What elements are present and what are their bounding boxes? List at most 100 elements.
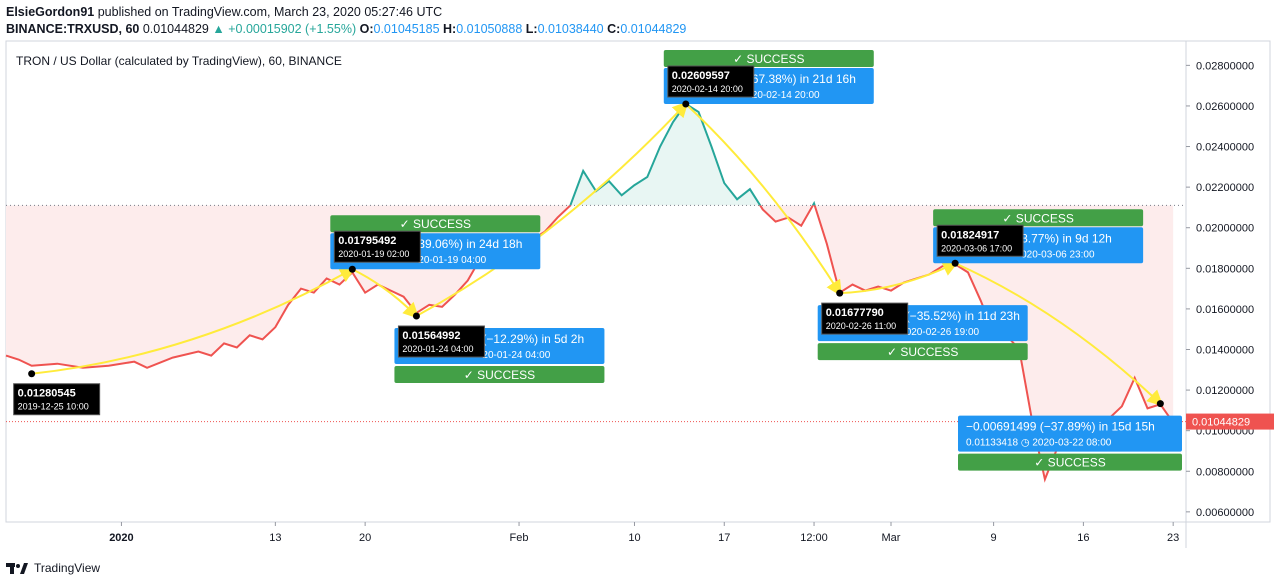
pivot-label: 0.02609597 2020-02-14 20:00: [667, 65, 755, 98]
x-tick-label: 17: [718, 532, 730, 544]
quote-line: BINANCE:TRXUSD, 60 0.01044829 ▲ +0.00015…: [6, 22, 686, 36]
stat-line-1: 8.77%) in 9d 12h: [1021, 231, 1112, 245]
success-badge: [330, 215, 541, 233]
pivot-price: 0.01677790: [826, 307, 884, 319]
pivot-label: 0.01795492 2020-01-19 02:00: [333, 230, 421, 263]
stat-line-2: 020-03-06 23:00: [1021, 249, 1095, 260]
wave-arrow: [31, 267, 356, 375]
pivot-price: 0.01824917: [941, 229, 999, 241]
success-badge: [958, 453, 1182, 471]
y-tick-label: 0.02400000: [1196, 142, 1254, 154]
stat-box: [958, 415, 1182, 452]
success-label: ✓ SUCCESS: [733, 52, 804, 66]
x-tick-label: 2020: [109, 532, 133, 544]
pivot-time: 2019-12-25 10:00: [18, 402, 89, 412]
stat-line-2: 0.01133418 ◷ 2020-03-22 08:00: [966, 438, 1112, 449]
y-tick-label: 0.00800000: [1196, 466, 1254, 478]
pivot-label-box: [333, 230, 421, 263]
stat-line-1: (−12.29%) in 5d 2h: [482, 332, 584, 346]
high-label: H:: [443, 22, 457, 36]
x-tick-label: 16: [1077, 532, 1089, 544]
wave-annotation: −0.00691499 (−37.89%) in 15d 15h 0.011334…: [958, 415, 1182, 471]
pivot-time: 2020-02-26 11:00: [826, 321, 896, 331]
success-label: ✓ SUCCESS: [1034, 456, 1105, 470]
tradingview-logo-icon: [6, 563, 28, 574]
y-tick-label: 0.02800000: [1196, 60, 1254, 72]
tradingview-logo[interactable]: TradingView: [6, 561, 100, 575]
pivot-price: 0.01280545: [18, 388, 76, 400]
success-badge: [394, 366, 605, 384]
fill-above-threshold: [6, 103, 1174, 206]
symbol-label: BINANCE:TRXUSD, 60: [6, 22, 140, 36]
stat-line-1: (−35.52%) in 11d 23h: [906, 309, 1020, 323]
published-text: published on TradingView.com, March 23, …: [97, 5, 443, 19]
x-tick-label: Feb: [510, 532, 529, 544]
price-line-above: [568, 102, 816, 206]
y-tick-label: 0.02000000: [1196, 223, 1254, 235]
pivot-label-box: [397, 325, 485, 358]
wave-arrow: [351, 268, 420, 319]
wave-arrow: [839, 261, 959, 295]
pivot-time: 2020-02-14 20:00: [672, 84, 743, 94]
tradingview-brand: TradingView: [34, 561, 101, 575]
stat-line-2: 20-01-24 04:00: [482, 350, 550, 361]
pivot-dot: [412, 312, 420, 320]
success-label: ✓ SUCCESS: [1002, 211, 1073, 225]
y-tick-label: 0.01200000: [1196, 385, 1254, 397]
y-tick-label: 0.02600000: [1196, 101, 1254, 113]
current-price-tag: [1186, 413, 1274, 430]
pivot-dot: [836, 289, 844, 297]
stat-line-1: 39.06%) in 24d 18h: [418, 237, 522, 251]
x-tick-label: 9: [991, 532, 997, 544]
pivot-time: 2020-01-24 04:00: [402, 344, 473, 354]
high-value: 0.01050888: [456, 22, 523, 36]
pivot-label-box: [821, 302, 909, 335]
pivot-price: 0.01564992: [402, 330, 460, 342]
low-label: L:: [525, 22, 538, 36]
pivot-dot: [1156, 400, 1164, 408]
fill-below-threshold: [6, 205, 1174, 480]
close-label: C:: [607, 22, 621, 36]
wave-arrow: [415, 101, 689, 317]
stat-line-1: 67.38%) in 21d 16h: [752, 72, 856, 86]
stat-line-2: 020-02-26 19:00: [906, 327, 980, 338]
success-badge: [663, 49, 874, 67]
wave-arrow: [685, 103, 842, 297]
x-tick-label: 13: [269, 532, 281, 544]
pivot-label: 0.01280545 2019-12-25 10:00: [13, 383, 101, 416]
x-tick-label: 20: [359, 532, 371, 544]
success-badge: [933, 209, 1144, 227]
publish-info: ElsieGordon91 published on TradingView.c…: [6, 5, 442, 19]
pivot-label-box: [13, 383, 101, 416]
pivot-label-box: [667, 65, 755, 98]
open-value: 0.01045185: [373, 22, 440, 36]
pivot-label: 0.01824917 2020-03-06 17:00: [936, 224, 1024, 257]
low-value: 0.01038440: [537, 22, 604, 36]
success-label: ✓ SUCCESS: [464, 368, 535, 382]
x-tick-label: 10: [628, 532, 640, 544]
chart-title: TRON / US Dollar (calculated by TradingV…: [16, 54, 342, 68]
y-tick-label: 0.01600000: [1196, 304, 1254, 316]
success-badge: [817, 343, 1028, 361]
x-tick-label: 23: [1167, 532, 1179, 544]
close-value: 0.01044829: [620, 22, 687, 36]
pivot-dot: [682, 100, 690, 108]
pivot-dot: [348, 265, 356, 273]
stat-line-1: −0.00691499 (−37.89%) in 15d 15h: [966, 420, 1155, 434]
pivot-label: 0.01564992 2020-01-24 04:00: [397, 325, 485, 358]
x-tick-label: Mar: [882, 532, 901, 544]
success-label: ✓ SUCCESS: [887, 345, 958, 359]
pivot-time: 2020-03-06 17:00: [941, 243, 1012, 253]
up-triangle-icon: ▲: [212, 22, 225, 36]
stat-line-2: 20-01-19 04:00: [418, 255, 486, 266]
pivot-price: 0.01795492: [338, 235, 396, 247]
pivot-dot: [951, 259, 959, 267]
last-price: 0.01044829: [142, 22, 209, 36]
pivot-label: 0.01677790 2020-02-26 11:00: [821, 302, 909, 335]
open-label: O:: [359, 22, 374, 36]
pivot-time: 2020-01-19 02:00: [338, 249, 409, 259]
y-tick-label: 0.01800000: [1196, 263, 1254, 275]
author-name[interactable]: ElsieGordon91: [6, 5, 95, 19]
y-tick-label: 0.00600000: [1196, 507, 1254, 519]
